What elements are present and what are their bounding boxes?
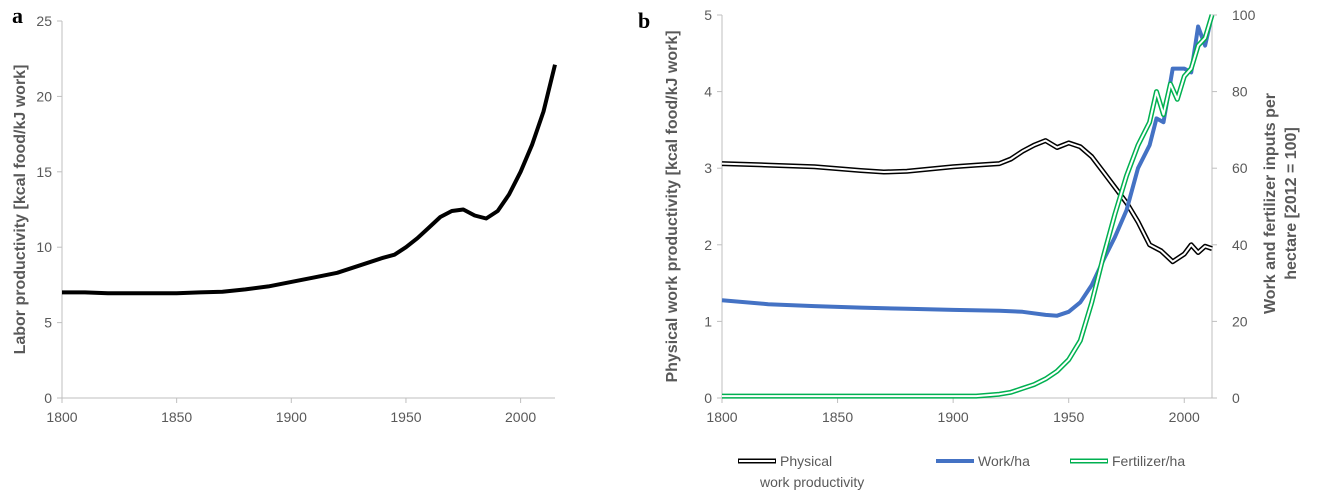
y-tick-label: 0 bbox=[704, 390, 712, 406]
x-tick-label: 1850 bbox=[161, 409, 192, 425]
y2-tick-label: 100 bbox=[1232, 7, 1256, 23]
panel-letter-a: a bbox=[12, 3, 23, 28]
y-tick-label: 4 bbox=[704, 84, 712, 100]
series-line-0-inner bbox=[721, 139, 1213, 263]
x-tick-label: 1900 bbox=[276, 409, 307, 425]
x-tick-label: 1850 bbox=[822, 409, 853, 425]
x-tick-label: 1950 bbox=[1053, 409, 1084, 425]
y-tick-label: 3 bbox=[704, 160, 712, 176]
y2-tick-label: 80 bbox=[1232, 84, 1248, 100]
series-line-0-line bbox=[62, 64, 557, 296]
series-line-2-inner bbox=[722, 14, 1213, 398]
y2-axis-title: Work and fertilizer inputs per hectare [2… bbox=[1262, 93, 1300, 314]
y-tick-label: 10 bbox=[36, 239, 52, 255]
legend-label-line: Physical bbox=[780, 453, 832, 469]
y2-tick-label: 0 bbox=[1232, 390, 1240, 406]
legend-label-line: work productivity bbox=[759, 474, 864, 490]
legend-label-line: Fertilizer/ha bbox=[1112, 453, 1185, 469]
series-line-2 bbox=[722, 14, 1215, 399]
y-tick-label: 20 bbox=[36, 88, 52, 104]
series-line-2-outline bbox=[722, 14, 1215, 399]
y2-axis-title-line: Work and fertilizer inputs per bbox=[1262, 93, 1279, 314]
panel-letter-b: b bbox=[638, 8, 651, 33]
legend-item: Fertilizer/ha bbox=[1070, 453, 1185, 469]
x-tick-label: 1800 bbox=[706, 409, 737, 425]
y2-axis-title-line: hectare [2012 = 100] bbox=[1283, 127, 1300, 280]
y-tick-label: 1 bbox=[704, 313, 712, 329]
y-tick-label: 5 bbox=[44, 315, 52, 331]
x-tick-label: 2000 bbox=[505, 409, 536, 425]
y-tick-label: 0 bbox=[44, 390, 52, 406]
legend-label: Work/ha bbox=[978, 453, 1030, 469]
legend-label: Fertilizer/ha bbox=[1112, 453, 1185, 469]
y-tick-label: 15 bbox=[36, 164, 52, 180]
legend-item: Work/ha bbox=[936, 453, 1030, 469]
panel-a: a 0 5 10 15 20 25 1800 1850 1900 1950 2000 Labor pr… bbox=[0, 0, 590, 490]
x-tick-label: 1950 bbox=[390, 409, 421, 425]
y2-tick-label: 60 bbox=[1232, 160, 1248, 176]
x-tick-label: 1900 bbox=[938, 409, 969, 425]
y2-tick-label: 20 bbox=[1232, 313, 1248, 329]
x-tick-label: 1800 bbox=[46, 409, 77, 425]
panel-b: b 0 1 2 3 4 5 0 20 40 60 80 100 1800 1850 1900 1950 2000… bbox=[630, 0, 1319, 490]
y-axis-title: Labor productivity [kcal food/kJ work] bbox=[12, 65, 29, 355]
y-tick-label: 5 bbox=[704, 7, 712, 23]
series-line-0 bbox=[721, 138, 1213, 265]
legend-label: Physical work productivity bbox=[759, 453, 864, 490]
y-tick-label: 2 bbox=[704, 237, 712, 253]
legend-item: Physical work productivity bbox=[738, 453, 864, 490]
series-line-0-outline bbox=[721, 138, 1213, 265]
chart-a: 0 5 10 15 20 25 1800 1850 1900 1950 2000 Labor prod… bbox=[12, 13, 557, 425]
y2-tick-label: 40 bbox=[1232, 237, 1248, 253]
y-axis-title: Physical work productivity [kcal food/kJ… bbox=[664, 30, 681, 382]
series-line-0 bbox=[62, 64, 557, 296]
chart-b: 0 1 2 3 4 5 0 20 40 60 80 100 1800 1850 1900 1950 2000 Ph… bbox=[664, 7, 1300, 490]
y-tick-label: 25 bbox=[36, 13, 52, 29]
legend-label-line: Work/ha bbox=[978, 453, 1030, 469]
x-tick-label: 2000 bbox=[1169, 409, 1200, 425]
